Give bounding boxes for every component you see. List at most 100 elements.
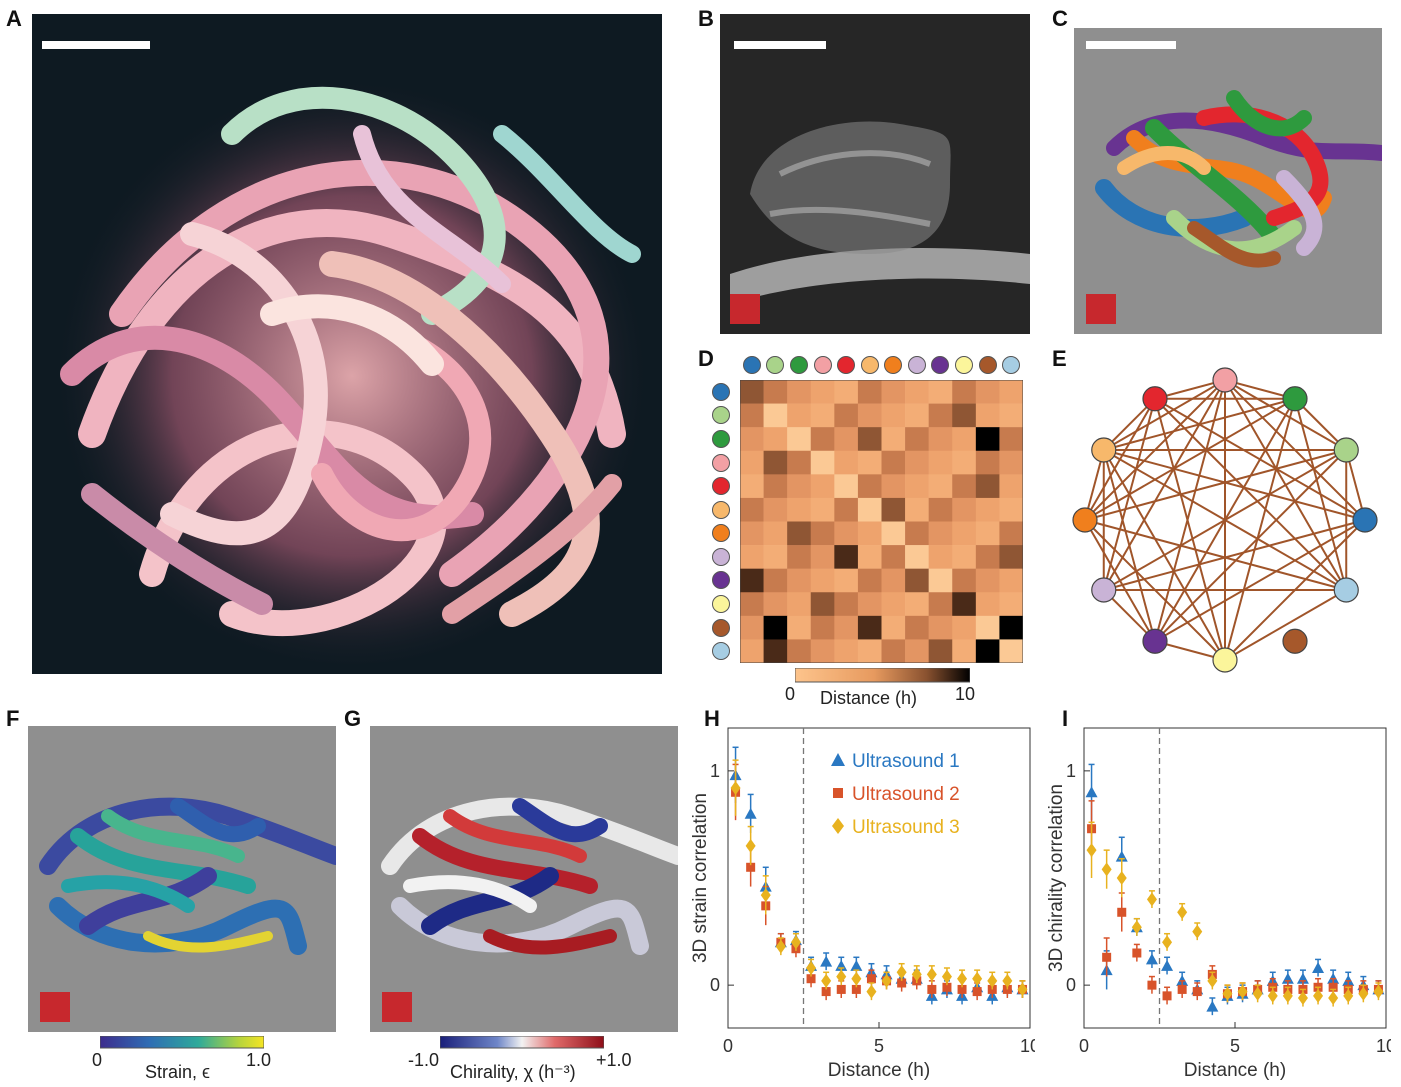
data-point — [1086, 843, 1097, 858]
matrix-cell — [975, 545, 1000, 569]
data-point — [1131, 920, 1142, 935]
data-point — [1132, 948, 1142, 958]
data-point — [821, 973, 832, 988]
network-edge — [1103, 379, 1226, 451]
network-edge — [1224, 589, 1347, 661]
data-point — [1328, 991, 1339, 1005]
matrix-cell — [975, 568, 1000, 593]
matrix-cell — [952, 497, 977, 522]
matrix-cell — [763, 427, 788, 452]
matrix-column-dot — [884, 356, 903, 374]
matrix-cell — [975, 474, 1000, 499]
data-point — [1206, 1000, 1219, 1012]
data-point — [987, 984, 997, 994]
data-point — [806, 974, 816, 984]
matrix-cell — [763, 521, 788, 546]
data-point — [851, 971, 862, 986]
panel-label-e: E — [1052, 346, 1067, 371]
matrix-cell — [975, 615, 1000, 640]
matrix-cell — [810, 497, 835, 522]
x-axis-label: Distance (h) — [828, 1060, 930, 1081]
matrix-column-dot — [978, 356, 997, 374]
matrix-row-dot — [712, 406, 730, 425]
matrix-cell — [975, 521, 1000, 546]
network-edge — [1103, 519, 1366, 591]
matrix-cell — [740, 427, 764, 452]
data-point — [1267, 988, 1278, 1003]
matrix-cell — [834, 380, 859, 404]
matrix-cell — [834, 615, 859, 640]
matrix-cell — [881, 474, 906, 499]
strain-colorbar-max: 1.0 — [246, 1050, 272, 1070]
data-point — [1282, 988, 1293, 1003]
matrix-cell — [928, 403, 953, 428]
matrix-cell — [740, 639, 764, 663]
network-edge — [1103, 449, 1347, 591]
worm-blob-illustration — [32, 14, 662, 674]
matrix-column-dot — [789, 356, 808, 374]
reference-square — [382, 992, 412, 1022]
data-point — [1147, 980, 1157, 990]
matrix-cell — [999, 380, 1023, 404]
data-point — [866, 984, 877, 999]
matrix-cell — [952, 380, 977, 404]
data-point — [746, 862, 756, 872]
matrix-cell — [740, 615, 764, 640]
data-point — [1101, 862, 1112, 877]
data-point — [942, 982, 952, 992]
matrix-cell — [999, 403, 1023, 428]
matrix-cell — [810, 521, 835, 546]
matrix-cell — [881, 497, 906, 522]
worm-blob-photo — [32, 14, 662, 674]
y-tick-label: 1 — [710, 761, 720, 781]
matrix-cell — [881, 568, 906, 593]
plot-frame — [1083, 727, 1387, 1029]
data-point — [1017, 982, 1028, 997]
matrix-cell — [763, 639, 788, 663]
data-point — [941, 969, 952, 984]
network-node — [1142, 628, 1168, 654]
matrix-cell — [952, 592, 977, 617]
matrix-cell — [999, 568, 1023, 593]
data-point — [1002, 984, 1012, 994]
strain-correlation-chart: 0 5 10 0 1 Distance (h) 3D strain correlation U… — [690, 727, 1035, 1081]
data-point — [1222, 986, 1233, 1001]
strain-illustration — [39, 797, 336, 955]
matrix-cell — [787, 403, 812, 428]
data-point — [1177, 984, 1187, 994]
matrix-cell — [810, 568, 835, 593]
matrix-cell — [905, 450, 929, 475]
scale-bar — [1086, 41, 1176, 49]
network-edge — [1154, 398, 1226, 661]
matrix-cell — [834, 427, 859, 452]
y-tick-label: 0 — [710, 975, 720, 995]
series-3 — [730, 759, 1028, 1001]
y-tick-label: 0 — [1066, 975, 1076, 995]
network-edge — [1154, 379, 1226, 642]
matrix-cell — [787, 521, 812, 546]
matrix-cell — [952, 521, 977, 546]
network-edge — [1103, 449, 1366, 521]
data-point — [821, 987, 831, 997]
distance-colorbar — [795, 668, 970, 683]
y-axis-label: 3D strain correlation — [690, 793, 711, 963]
matrix-cell — [763, 474, 788, 499]
matrix-cell — [881, 427, 906, 452]
matrix-row-dot — [712, 571, 730, 590]
scale-bar — [734, 41, 826, 49]
data-point — [1145, 953, 1158, 965]
matrix-column-dot — [837, 356, 856, 374]
data-point — [1237, 984, 1248, 999]
chirality-colorbar — [440, 1036, 604, 1049]
matrix-cell — [952, 427, 977, 452]
matrix-cell — [881, 521, 906, 546]
panel-label-a: A — [6, 6, 22, 31]
matrix-row-dot — [712, 477, 730, 496]
matrix-cell — [740, 403, 764, 428]
matrix-cell — [857, 474, 882, 499]
data-point — [866, 974, 876, 984]
matrix-cell — [881, 639, 906, 663]
matrix-cell — [975, 592, 1000, 617]
matrix-cell — [857, 427, 882, 452]
network-node — [1333, 437, 1359, 463]
